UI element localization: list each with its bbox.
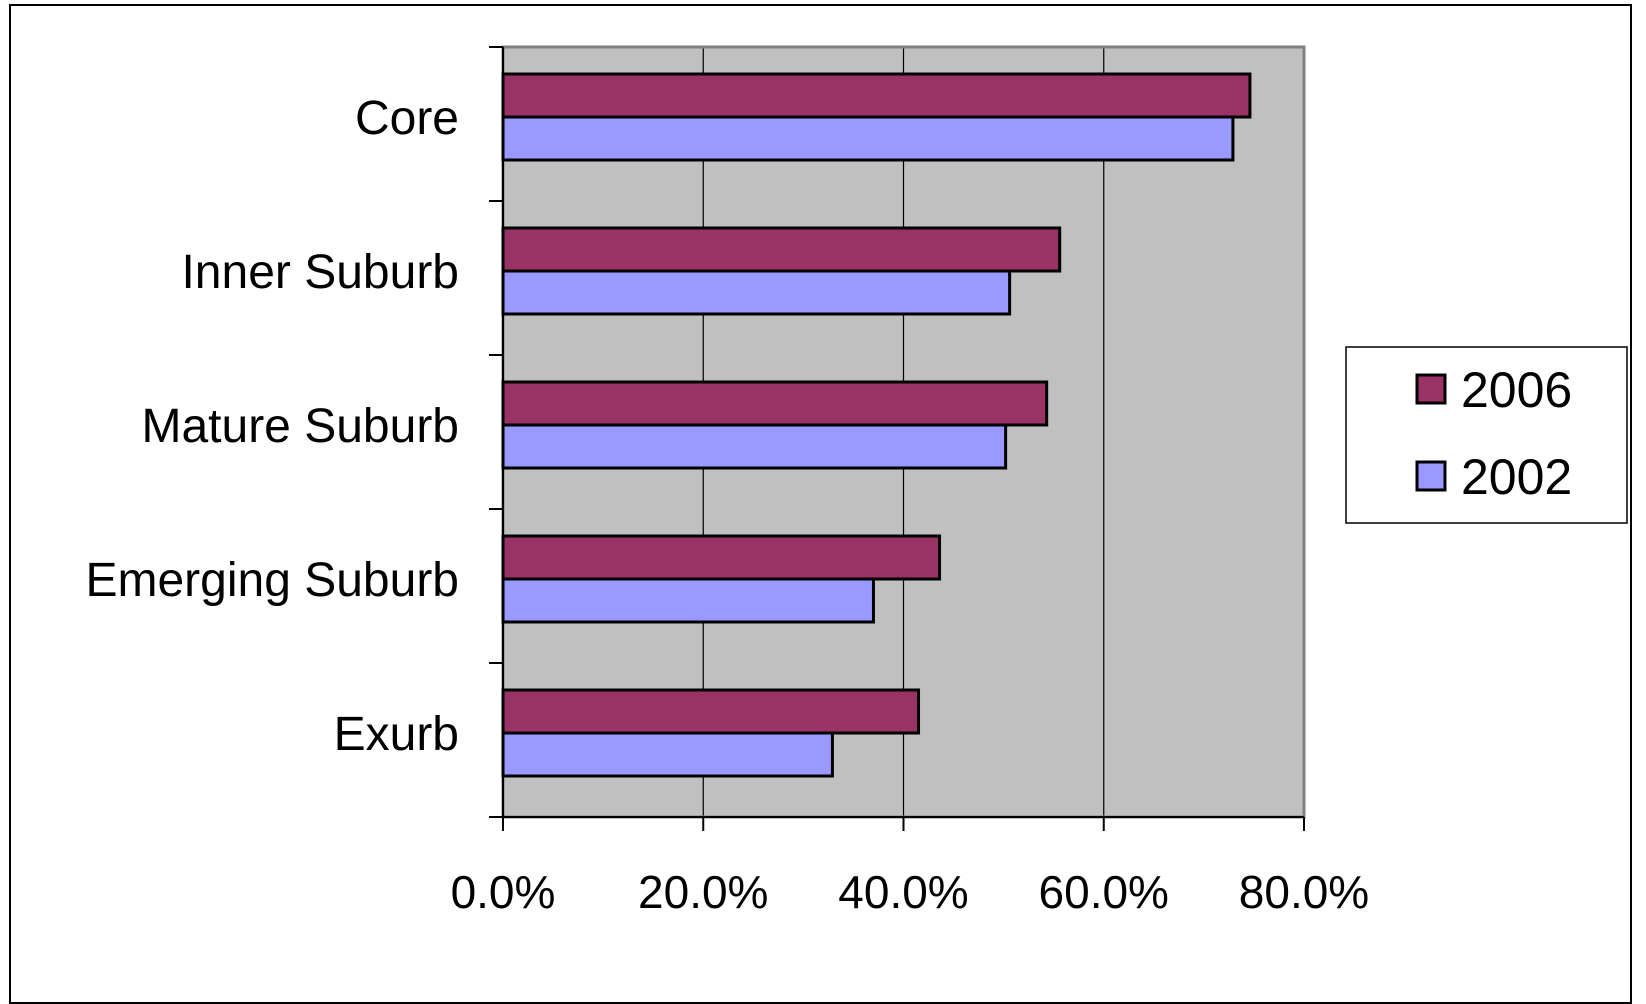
x-tick-label-2: 40.0% <box>838 866 968 918</box>
bar-2002-2 <box>501 423 1008 470</box>
bar-2006-0 <box>501 72 1252 119</box>
bar-2006-4 <box>501 688 921 735</box>
x-tick-label-4: 80.0% <box>1239 866 1369 918</box>
category-label-2: Mature Suburb <box>141 400 459 453</box>
bar-2002-3 <box>501 577 875 624</box>
legend-label-2002: 2002 <box>1461 449 1572 505</box>
bar-2006-3 <box>501 534 942 581</box>
bar-2002-4 <box>501 731 834 778</box>
plot-area: Core Inner Suburb Mature Suburb Emerging Su… <box>85 45 1369 918</box>
x-tick-label-1: 20.0% <box>638 866 768 918</box>
legend-swatch-2002 <box>1415 460 1447 492</box>
legend-swatch-2006 <box>1415 373 1447 405</box>
bar-2006-1 <box>501 226 1062 273</box>
legend: 2006 2002 <box>1345 346 1628 524</box>
category-label-3: Emerging Suburb <box>85 554 459 607</box>
x-tick-label-3: 60.0% <box>1039 866 1169 918</box>
category-label-0: Core <box>355 92 459 145</box>
legend-box <box>1345 346 1628 524</box>
bar-2002-1 <box>501 269 1012 316</box>
x-tick-label-0: 0.0% <box>451 866 556 918</box>
category-label-4: Exurb <box>334 708 459 761</box>
legend-label-2006: 2006 <box>1461 362 1572 418</box>
bar-2002-0 <box>501 115 1235 162</box>
bar-chart: Core Inner Suburb Mature Suburb Emerging Su… <box>85 45 1628 918</box>
category-label-1: Inner Suburb <box>181 246 459 299</box>
bar-2006-2 <box>501 380 1049 427</box>
